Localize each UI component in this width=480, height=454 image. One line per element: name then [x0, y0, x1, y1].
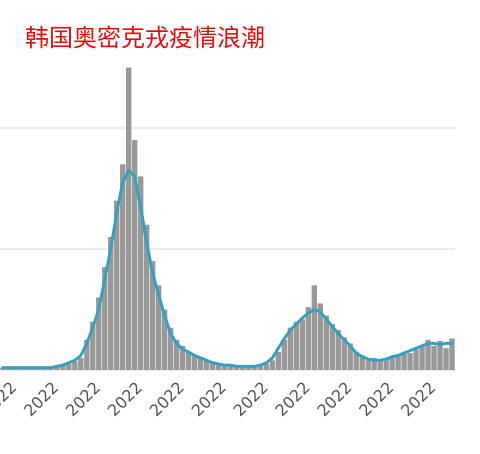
chart-title: 韩国奥密克戎疫情浪潮: [25, 24, 265, 52]
bar: [293, 321, 300, 370]
bar: [275, 351, 282, 370]
bar: [383, 359, 389, 370]
x-tick-label: 2022: [397, 378, 439, 420]
bar: [305, 307, 312, 370]
bar: [132, 140, 138, 370]
x-tick-label: 2022: [0, 378, 20, 420]
x-tick-label: 2022: [355, 378, 397, 420]
trend-line: [1, 168, 454, 370]
bar: [102, 267, 108, 370]
x-tick-label: 2022: [62, 378, 104, 420]
bar: [311, 285, 318, 370]
bar: [329, 324, 335, 370]
x-tick-label: 2022: [313, 378, 355, 420]
bar: [215, 363, 222, 370]
bar: [66, 363, 72, 370]
bar: [281, 339, 288, 370]
bar: [137, 176, 144, 370]
bar: [263, 363, 270, 370]
bar: [413, 349, 419, 370]
bar: [203, 360, 210, 370]
bar: [227, 363, 234, 370]
bar: [185, 351, 192, 370]
bar: [143, 224, 150, 370]
bar: [425, 339, 431, 370]
bar: [245, 367, 252, 370]
bar: [287, 327, 294, 370]
bar: [78, 357, 84, 370]
bar: [239, 366, 246, 370]
bar: [395, 354, 401, 370]
bar: [114, 200, 120, 370]
bar: [323, 315, 329, 370]
bar: [108, 236, 114, 370]
bar: [359, 355, 365, 370]
bar: [90, 321, 96, 370]
bar: [179, 345, 186, 370]
bar: [209, 361, 216, 370]
bar: [155, 285, 162, 370]
bar: [365, 360, 371, 370]
bar: [96, 297, 102, 370]
x-tick-label: 2022: [271, 378, 313, 420]
bar: [251, 366, 258, 370]
bar: [6, 368, 12, 370]
bar: [191, 355, 198, 370]
bar: [120, 164, 126, 370]
bar: [377, 361, 383, 370]
x-tick-label: 2022: [146, 378, 188, 420]
bar: [317, 303, 323, 370]
bar: [431, 345, 437, 370]
x-tick-label: 2022: [188, 378, 230, 420]
bar: [299, 319, 306, 370]
bar: [353, 351, 359, 370]
bar: [257, 365, 264, 370]
bar: [197, 356, 204, 370]
bar: [407, 353, 413, 370]
bar: [233, 366, 240, 370]
bar: [269, 360, 276, 370]
bar: [221, 365, 228, 370]
x-tick-label: 2022: [20, 378, 62, 420]
bar: [437, 340, 443, 370]
bar: [167, 327, 174, 370]
bar: [419, 345, 425, 370]
bar: [173, 339, 180, 370]
x-tick-label: 2022: [104, 378, 146, 420]
bar: [347, 343, 353, 370]
bar: [371, 357, 377, 370]
bar: [161, 309, 168, 370]
bar: [72, 361, 78, 370]
bar: [126, 67, 132, 370]
bar: [335, 330, 341, 370]
bar: [341, 337, 347, 370]
x-tick-label: 2022: [230, 378, 272, 420]
bar: [443, 348, 449, 370]
bar: [54, 366, 60, 370]
bar: [24, 368, 30, 370]
bar: [84, 339, 90, 370]
bar: [449, 338, 455, 370]
bar: [389, 357, 395, 370]
bar: [401, 351, 407, 370]
bar: [149, 261, 156, 370]
bar: [60, 365, 66, 370]
